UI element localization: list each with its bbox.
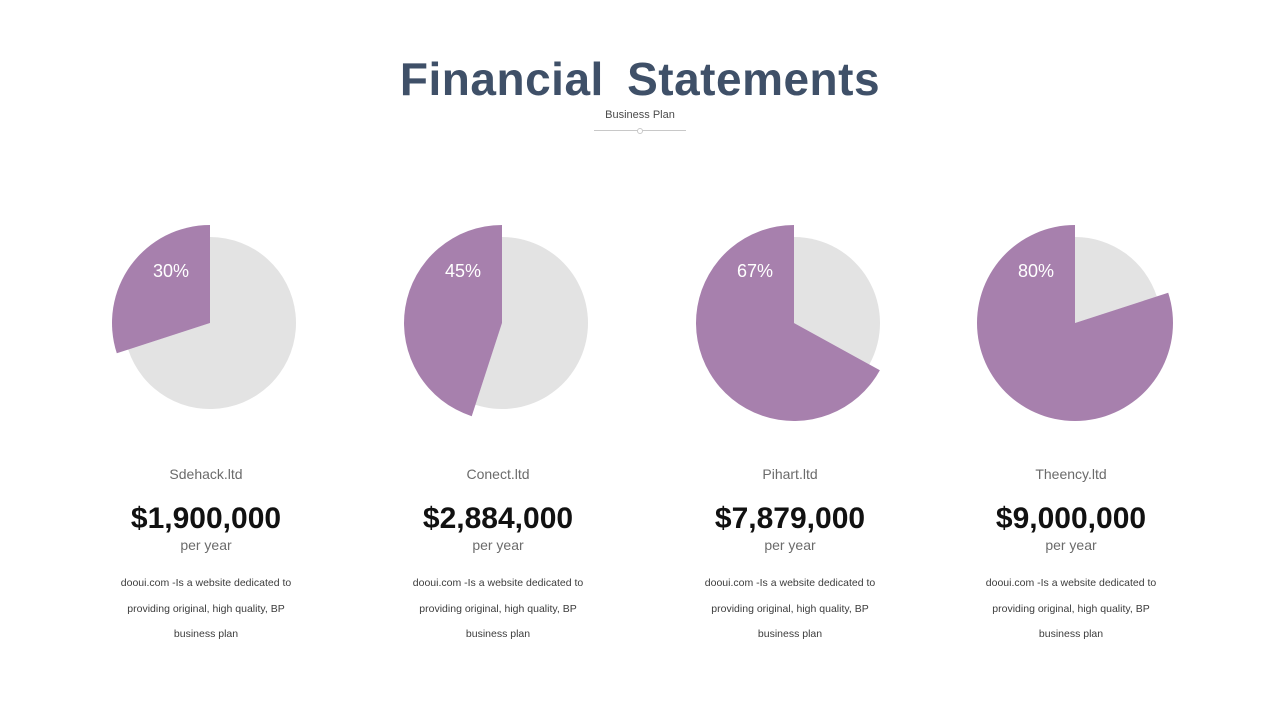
company-period-4: per year	[1045, 537, 1097, 553]
pie-4-percent-label: 80%	[1017, 261, 1055, 281]
description-line: dooui.com -Is a website dedicated to	[704, 577, 876, 589]
title-divider-dot	[637, 128, 643, 134]
company-amount-1: $1,900,000	[130, 502, 282, 535]
company-card-1: 30% Sdehack.ltd $1,900,000 per year doou…	[96, 0, 316, 720]
page-title: Financial Statements	[399, 53, 881, 105]
description-line: dooui.com -Is a website dedicated to	[985, 577, 1157, 589]
company-card-2: 45% Conect.ltd $2,884,000 per year dooui…	[388, 0, 608, 720]
company-name-3: Pihart.ltd	[762, 466, 818, 482]
company-name-1: Sdehack.ltd	[169, 466, 243, 482]
company-amount-4: $9,000,000	[995, 502, 1147, 535]
pie-3-remainder-slice	[794, 237, 880, 365]
company-card-4: 80% Theency.ltd $9,000,000 per year doou…	[961, 0, 1181, 720]
pie-2-value-slice	[404, 225, 502, 417]
pie-chart-3	[696, 225, 880, 421]
description-line: providing original, high quality, BP	[711, 602, 869, 615]
description-line: business plan	[173, 628, 239, 640]
description-line: business plan	[757, 628, 823, 640]
pie-1-value-slice	[112, 225, 210, 354]
description-line: providing original, high quality, BP	[127, 602, 285, 615]
pie-1-remainder-slice	[128, 237, 296, 409]
company-description-3: dooui.com -Is a website dedicated to pro…	[680, 571, 900, 648]
description-line: providing original, high quality, BP	[419, 602, 577, 615]
description-line: business plan	[465, 628, 531, 640]
pie-2-percent-label: 45%	[444, 261, 482, 281]
company-amount-3: $7,879,000	[714, 502, 866, 535]
description-line: business plan	[1038, 628, 1104, 640]
company-description-1: dooui.com -Is a website dedicated to pro…	[96, 571, 316, 648]
pie-chart-1	[112, 225, 296, 409]
pie-4-value-slice	[976, 225, 1173, 421]
company-period-2: per year	[472, 537, 524, 553]
page-subtitle: Business Plan	[605, 109, 675, 121]
pie-4-remainder-slice	[1075, 237, 1157, 323]
pie-3-value-slice	[696, 225, 880, 421]
company-name-2: Conect.ltd	[466, 466, 530, 482]
company-description-4: dooui.com -Is a website dedicated to pro…	[961, 571, 1181, 648]
company-period-1: per year	[180, 537, 232, 553]
description-line: dooui.com -Is a website dedicated to	[412, 577, 584, 589]
pie-3-percent-label: 67%	[736, 261, 774, 281]
pie-2-remainder-slice	[475, 237, 588, 409]
company-description-2: dooui.com -Is a website dedicated to pro…	[388, 571, 608, 648]
pie-chart-4	[976, 225, 1173, 421]
company-period-3: per year	[764, 537, 816, 553]
pie-1-percent-label: 30%	[152, 261, 190, 281]
company-card-3: 67% Pihart.ltd $7,879,000 per year dooui…	[680, 0, 900, 720]
description-line: providing original, high quality, BP	[992, 602, 1150, 615]
company-amount-2: $2,884,000	[422, 502, 574, 535]
pie-chart-2	[404, 225, 588, 417]
description-line: dooui.com -Is a website dedicated to	[120, 577, 292, 589]
company-name-4: Theency.ltd	[1035, 466, 1107, 482]
